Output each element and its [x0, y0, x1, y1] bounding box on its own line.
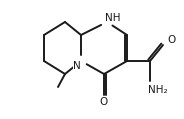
Text: O: O [100, 97, 108, 107]
Text: O: O [168, 35, 176, 45]
Text: NH₂: NH₂ [148, 85, 168, 95]
Text: NH: NH [105, 13, 121, 23]
Text: N: N [73, 61, 81, 71]
